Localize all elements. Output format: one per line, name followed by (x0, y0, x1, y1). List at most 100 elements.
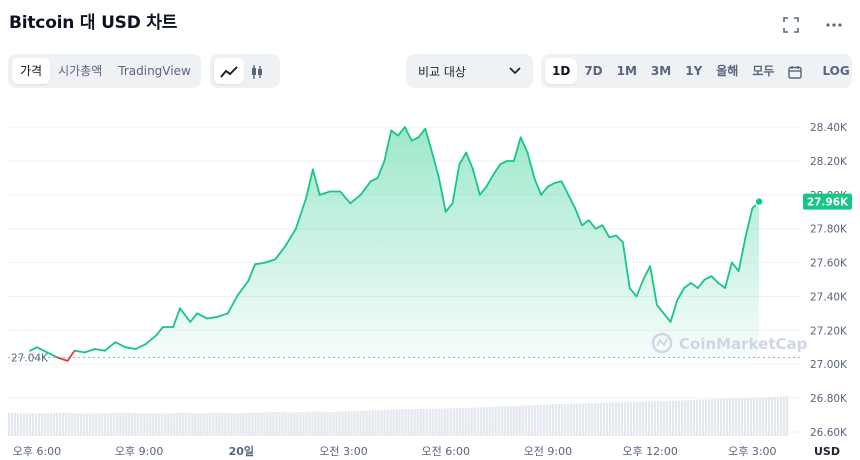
volume-bar (653, 401, 657, 436)
volume-bar (617, 402, 620, 436)
price-line-segment (560, 180, 570, 196)
volume-bar (119, 412, 122, 436)
price-line-segment (512, 136, 522, 162)
volume-bar (383, 409, 386, 436)
price-line-segment (264, 258, 277, 264)
volume-bar (212, 412, 215, 436)
view-tab-group: 가격 시가총액 TradingView (8, 54, 201, 88)
volume-bar (755, 397, 759, 436)
volume-bar (290, 412, 293, 436)
x-tick-label: 오전 6:00 (422, 445, 470, 458)
price-line-segment (383, 129, 393, 162)
price-line-segment (724, 261, 733, 289)
candlestick-icon[interactable] (244, 58, 270, 84)
volume-bar (674, 400, 678, 436)
volume-bar (719, 398, 723, 436)
volume-bar (275, 412, 278, 436)
volume-bar (323, 411, 326, 436)
volume-bar (701, 399, 705, 436)
price-line-segment (349, 193, 362, 205)
range-1m[interactable]: 1M (616, 64, 637, 78)
price-line-segment (179, 307, 192, 323)
x-tick-label: 오후 3:00 (728, 445, 776, 458)
tab-tradingview[interactable]: TradingView (118, 64, 191, 78)
volume-bar (650, 401, 654, 436)
price-line-segment (574, 207, 583, 227)
volume-bar (680, 400, 684, 436)
volume-bar (107, 413, 110, 436)
volume-bar (98, 413, 101, 436)
volume-bar (161, 413, 164, 436)
current-price-dot[interactable] (754, 196, 764, 207)
volume-bar (692, 399, 696, 436)
price-line-segment (134, 343, 147, 350)
price-line-segment (114, 341, 127, 349)
log-toggle[interactable]: LOG (822, 64, 850, 78)
range-7d[interactable]: 7D (584, 64, 603, 78)
tab-price[interactable]: 가격 (12, 58, 51, 84)
y-tick-label: 26.80K (810, 393, 848, 405)
volume-bar (614, 402, 617, 436)
volume-bar (335, 411, 338, 436)
price-line-segment (417, 127, 427, 139)
tab-market-cap[interactable]: 시가총액 (58, 64, 103, 78)
range-ytd[interactable]: 올해 (716, 64, 739, 78)
x-tick-label: 오전 3:00 (319, 445, 367, 458)
price-line-segment (284, 227, 297, 247)
volume-bar (638, 401, 642, 436)
volume-bar (452, 408, 455, 436)
price-line-segment (397, 126, 406, 137)
price-line-segment (403, 126, 413, 142)
more-dots-icon[interactable] (823, 14, 845, 36)
volume-bar (776, 396, 780, 436)
volume-bar (626, 402, 629, 436)
range-1d[interactable]: 1D (545, 58, 578, 84)
volume-bar (248, 412, 251, 436)
range-all[interactable]: 모두 (752, 64, 775, 78)
range-1y[interactable]: 1Y (685, 64, 703, 78)
open-price-label: 27.04K (11, 352, 49, 364)
volume-bar (461, 408, 464, 436)
volume-bar (629, 402, 632, 436)
volume-bar (188, 412, 191, 436)
volume-bar (569, 403, 572, 436)
volume-bar (260, 412, 263, 436)
expand-icon[interactable] (780, 14, 802, 36)
volume-bar (509, 406, 512, 436)
calendar-icon[interactable] (781, 58, 809, 84)
volume-bar (518, 405, 521, 436)
price-line-segment (359, 180, 372, 196)
volume-bar (17, 413, 20, 436)
volume-bar (308, 411, 311, 436)
volume-bar (515, 405, 518, 436)
price-line-segment (318, 190, 331, 196)
price-line-segment (635, 278, 645, 298)
price-line-segment (424, 127, 434, 154)
price-line-segment (46, 351, 59, 359)
price-line-segment (676, 287, 686, 301)
volume-bar (644, 401, 648, 436)
price-line-segment (196, 312, 209, 320)
price-line-segment (451, 163, 461, 205)
price-line-segment (492, 163, 502, 176)
volume-bar (482, 407, 485, 436)
volume-bar (443, 408, 446, 436)
price-line-segment (737, 236, 747, 272)
volume-bar (83, 413, 86, 436)
volume-bar (440, 408, 443, 436)
volume-bar (329, 411, 332, 436)
price-line-segment (458, 151, 468, 166)
volume-bar (503, 406, 506, 436)
line-chart-icon[interactable] (214, 58, 244, 84)
volume-bar (560, 403, 563, 436)
compare-select[interactable]: 비교 대상 (406, 54, 533, 88)
volume-bar (611, 402, 614, 436)
volume-bar (11, 412, 14, 436)
volume-bar (716, 398, 720, 436)
range-3m[interactable]: 3M (650, 64, 672, 78)
volume-bar (173, 413, 176, 436)
price-line-segment (155, 326, 164, 337)
volume-bar (263, 412, 266, 436)
current-price-badge (803, 193, 852, 210)
volume-bar (449, 408, 452, 436)
